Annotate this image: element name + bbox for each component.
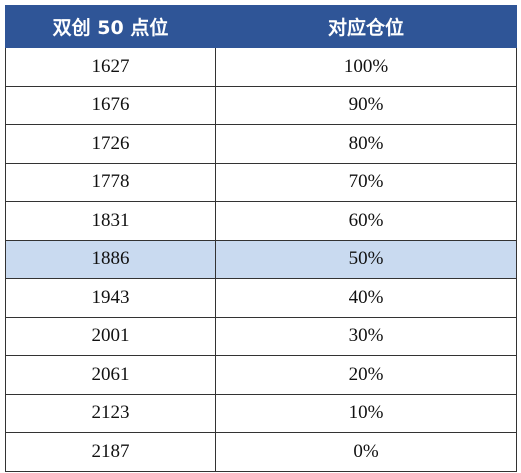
table-cell: 90% — [215, 85, 517, 125]
table-row: 2187 0% — [5, 432, 517, 472]
table-row: 1676 90% — [5, 85, 517, 125]
table-row: 1627 100% — [5, 47, 517, 87]
header-cell: 对应仓位 — [215, 5, 517, 48]
table-cell: 0% — [215, 432, 517, 472]
table-cell: 2187 — [5, 432, 216, 472]
table-cell: 20% — [215, 355, 517, 395]
table-cell: 30% — [215, 316, 517, 356]
table-row: 1726 80% — [5, 124, 517, 164]
table-cell: 2001 — [5, 316, 216, 356]
table-cell: 1943 — [5, 278, 216, 318]
table-row: 1943 40% — [5, 278, 517, 318]
table-row: 1886 50% — [5, 239, 517, 279]
table-cell: 1886 — [5, 239, 216, 279]
table-cell: 1676 — [5, 85, 216, 125]
table-cell: 50% — [215, 239, 517, 279]
table-cell: 1627 — [5, 47, 216, 87]
table-row: 2001 30% — [5, 316, 517, 356]
table-cell: 1778 — [5, 162, 216, 202]
table-row: 1831 60% — [5, 201, 517, 241]
position-table: 双创 50 点位 对应仓位 1627 100% 1676 90% 1726 80% 1778… — [5, 5, 517, 472]
table-row: 1778 70% — [5, 162, 517, 202]
table-row: 2123 10% — [5, 393, 517, 433]
table-body: 1627 100% 1676 90% 1726 80% 1778 70% 1831 60% 1886… — [5, 47, 517, 472]
table-cell: 1726 — [5, 124, 216, 164]
table-cell: 100% — [215, 47, 517, 87]
table-cell: 10% — [215, 393, 517, 433]
table-cell: 40% — [215, 278, 517, 318]
table-header: 双创 50 点位 对应仓位 — [5, 5, 517, 48]
header-cell: 双创 50 点位 — [5, 5, 216, 48]
table-cell: 70% — [215, 162, 517, 202]
table-cell: 1831 — [5, 201, 216, 241]
table-cell: 60% — [215, 201, 517, 241]
header-row: 双创 50 点位 对应仓位 — [5, 5, 517, 48]
table-cell: 80% — [215, 124, 517, 164]
table-row: 2061 20% — [5, 355, 517, 395]
table-cell: 2061 — [5, 355, 216, 395]
table-cell: 2123 — [5, 393, 216, 433]
